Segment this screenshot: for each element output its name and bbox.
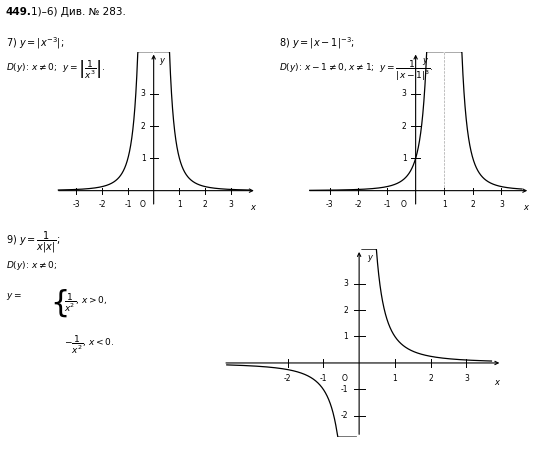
Text: -1: -1 [383,200,391,209]
Text: $D(y)$: $x \neq 0$;  $y = \left|\dfrac{1}{x^3}\right|$.: $D(y)$: $x \neq 0$; $y = \left|\dfrac{1}… [6,59,105,81]
Text: 3: 3 [464,374,469,383]
Text: 1: 1 [343,332,348,341]
Text: 1)–6) Див. № 283.: 1)–6) Див. № 283. [31,7,126,17]
Text: x: x [494,378,499,387]
Text: 1: 1 [177,200,182,209]
Text: 2: 2 [203,200,208,209]
Text: 1: 1 [141,154,146,163]
Text: 2: 2 [402,122,407,131]
Text: 3: 3 [402,89,407,98]
Text: 3: 3 [343,279,348,288]
Text: y: y [422,56,427,65]
Text: 449.: 449. [6,7,31,17]
Text: -2: -2 [284,374,291,383]
Text: 2: 2 [429,374,433,383]
Text: -1: -1 [124,200,132,209]
Text: x: x [250,203,255,212]
Text: $-\dfrac{1}{x^2}$, $x < 0$.: $-\dfrac{1}{x^2}$, $x < 0$. [64,334,114,356]
Text: -1: -1 [320,374,327,383]
Text: $y =$: $y =$ [6,291,21,302]
Text: O: O [140,200,146,209]
Text: -3: -3 [73,200,80,209]
Text: 7) $y = |x^{-3}|$;: 7) $y = |x^{-3}|$; [6,35,64,51]
Text: y: y [160,56,165,65]
Text: 3: 3 [141,89,146,98]
Text: 1: 1 [392,374,397,383]
Text: -1: -1 [340,385,348,394]
Text: 2: 2 [470,200,475,209]
Text: x: x [523,203,528,212]
Text: -2: -2 [340,411,348,421]
Text: 1: 1 [442,200,446,209]
Text: $\dfrac{1}{x^2}$, $x > 0$,: $\dfrac{1}{x^2}$, $x > 0$, [64,291,107,313]
Text: O: O [342,374,348,383]
Text: 3: 3 [228,200,233,209]
Text: O: O [401,200,407,209]
Text: $D(y)$: $x-1 \neq 0$, $x \neq 1$;  $y = \dfrac{1}{|x-1|^3}$.: $D(y)$: $x-1 \neq 0$, $x \neq 1$; $y = \… [279,59,434,83]
Text: 2: 2 [343,306,348,314]
Text: 9) $y = \dfrac{1}{x|x|}$;: 9) $y = \dfrac{1}{x|x|}$; [6,230,60,255]
Text: y: y [368,252,373,261]
Text: 8) $y = |x - 1|^{-3}$;: 8) $y = |x - 1|^{-3}$; [279,35,355,51]
Text: 3: 3 [499,200,504,209]
Text: {: { [50,289,70,318]
Text: 2: 2 [141,122,146,131]
Text: -2: -2 [98,200,106,209]
Text: -2: -2 [355,200,362,209]
Text: 1: 1 [402,154,407,163]
Text: -3: -3 [326,200,334,209]
Text: $D(y)$: $x \neq 0$;: $D(y)$: $x \neq 0$; [6,258,57,272]
